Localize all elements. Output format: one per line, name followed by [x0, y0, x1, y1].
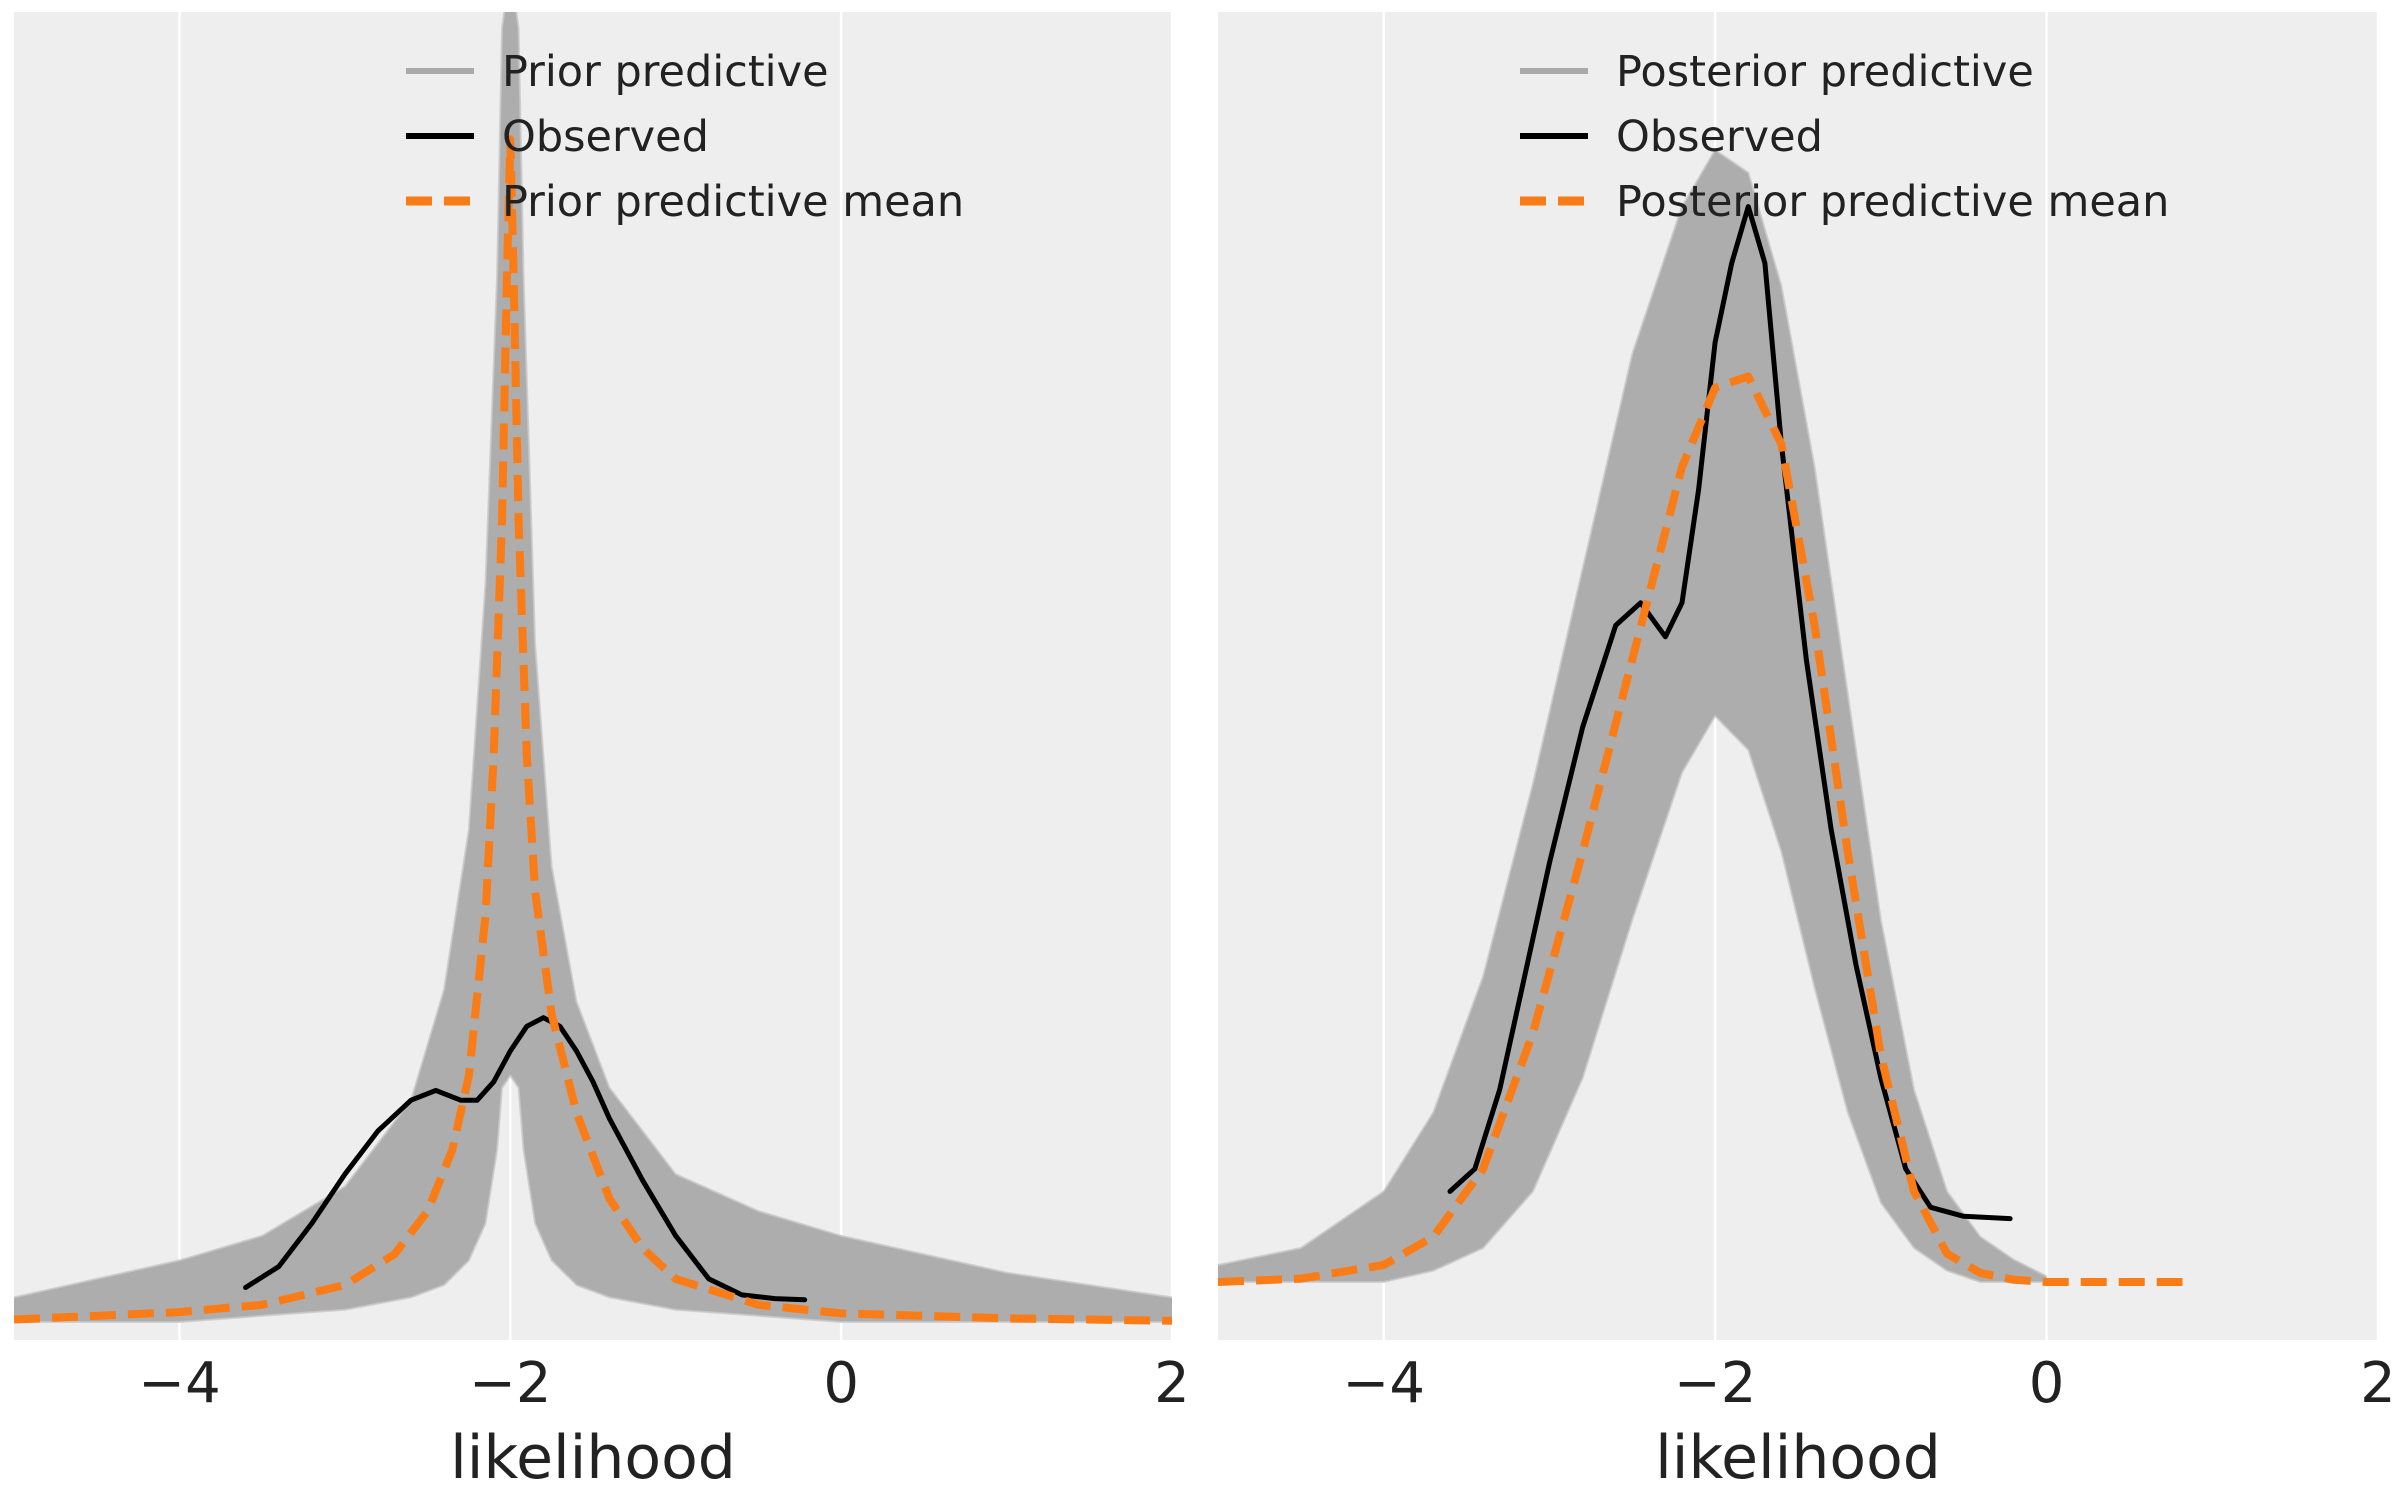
- x-tick-label: −4: [138, 1351, 221, 1416]
- legend: Posterior predictive Observed Posterior pr…: [1520, 47, 2169, 227]
- x-tick-label: −2: [469, 1351, 552, 1416]
- x-tick-label: 2: [1154, 1351, 1190, 1416]
- plot-area: [1218, 148, 2183, 1286]
- predictive-band: [14, 12, 1172, 1322]
- plot-area: [14, 12, 1172, 1325]
- legend-label: Observed: [1616, 112, 1823, 162]
- panel-posterior: −4 −2 0 2 likelihood Posterior predictive Obse…: [1218, 12, 2396, 1493]
- predictive-band-edge: [1218, 148, 2048, 1278]
- legend-label: Observed: [502, 112, 709, 162]
- x-tick-label: −4: [1342, 1351, 1425, 1416]
- legend-label: Prior predictive: [502, 47, 829, 97]
- x-tick-label: 2: [2360, 1351, 2396, 1416]
- predictive-band-edge: [14, 12, 1172, 1299]
- observed-line: [243, 1015, 808, 1303]
- legend-label: Prior predictive mean: [502, 177, 964, 227]
- x-axis-label: likelihood: [1655, 1423, 1941, 1493]
- predictive-band-edge: [14, 1073, 1172, 1323]
- panel-prior: −4 −2 0 2 likelihood Prior predictive Observed…: [14, 12, 1190, 1493]
- legend-label: Posterior predictive mean: [1616, 177, 2169, 227]
- legend: Prior predictive Observed Prior predictive…: [406, 47, 964, 227]
- x-axis-label: likelihood: [450, 1423, 736, 1493]
- predictive-band-edge: [1218, 714, 2047, 1283]
- mean-line: [1218, 372, 2183, 1286]
- x-tick-label: 0: [2029, 1351, 2065, 1416]
- legend-label: Posterior predictive: [1616, 47, 2034, 97]
- x-tick-label: −2: [1674, 1351, 1757, 1416]
- observed-line: [1447, 204, 2013, 1222]
- x-tick-label: 0: [823, 1351, 859, 1416]
- mean-line: [14, 135, 1172, 1325]
- predictive-band: [1218, 150, 2047, 1282]
